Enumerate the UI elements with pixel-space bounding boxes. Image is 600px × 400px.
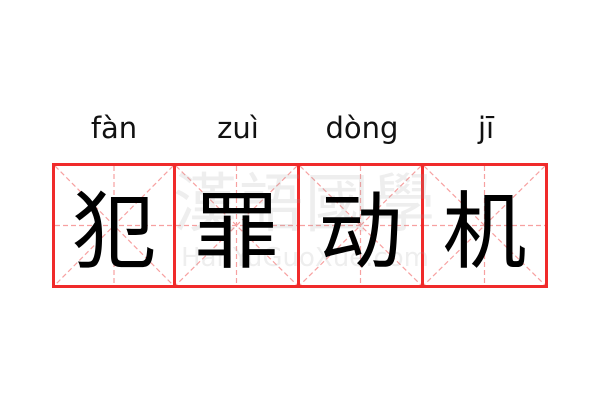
character-cell: 罪 xyxy=(173,163,300,288)
hanzi-3: 动 xyxy=(318,183,403,281)
hanzi-2: 罪 xyxy=(194,183,279,281)
character-cell: 动 xyxy=(297,163,424,288)
guide-lines xyxy=(424,166,545,285)
pinyin-3: dòng xyxy=(325,111,399,145)
character-cell: 犯 xyxy=(52,163,176,288)
pinyin-1: fàn xyxy=(90,111,138,145)
character-cell: 机 xyxy=(421,163,548,288)
guide-lines xyxy=(55,166,173,285)
pinyin-row: fàn zuì dòng jī xyxy=(52,108,548,148)
pinyin-2: zuì xyxy=(217,111,259,145)
guide-lines xyxy=(300,166,421,285)
guide-lines xyxy=(176,166,297,285)
character-grid: 犯 罪 动 机 xyxy=(52,163,548,288)
pinyin-4: jī xyxy=(477,111,495,145)
hanzi-4: 机 xyxy=(442,183,527,281)
hanzi-1: 犯 xyxy=(71,183,156,281)
